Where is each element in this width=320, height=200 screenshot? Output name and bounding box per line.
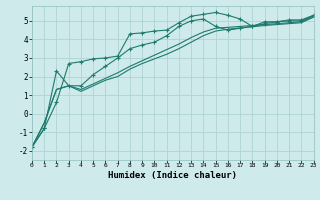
X-axis label: Humidex (Indice chaleur): Humidex (Indice chaleur) [108, 171, 237, 180]
